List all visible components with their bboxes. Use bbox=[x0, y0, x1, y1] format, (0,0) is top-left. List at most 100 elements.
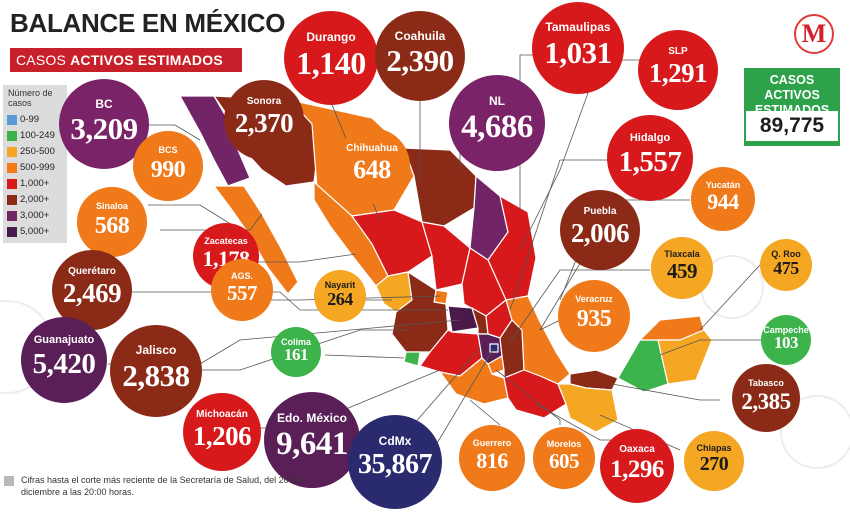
state-value: 35,867 bbox=[358, 449, 433, 480]
state-value: 4,686 bbox=[461, 109, 533, 145]
state-name: Yucatán bbox=[705, 180, 741, 190]
state-bubble: Guanajuato 5,420 bbox=[21, 317, 107, 403]
state-bubble: Chiapas 270 bbox=[684, 431, 744, 491]
state-colima bbox=[403, 351, 421, 367]
legend-label: 500-999 bbox=[20, 162, 55, 173]
state-bubble: Yucatán 944 bbox=[691, 167, 755, 231]
state-bubble: AGS. 557 bbox=[211, 259, 273, 321]
legend-swatch bbox=[7, 115, 17, 125]
state-coahuila bbox=[403, 147, 477, 227]
state-value: 1,557 bbox=[618, 146, 682, 178]
legend-label: 0-99 bbox=[20, 114, 40, 125]
state-bcs bbox=[213, 185, 299, 295]
state-name: Querétaro bbox=[68, 266, 116, 277]
state-value: 161 bbox=[284, 345, 309, 364]
state-name: CdMx bbox=[378, 434, 412, 448]
state-qroo bbox=[657, 329, 713, 385]
state-bubble: Edo. México 9,641 bbox=[264, 392, 360, 488]
state-value: 2,469 bbox=[62, 278, 122, 308]
footnote-text: Cifras hasta el corte más reciente de la… bbox=[21, 475, 302, 497]
page-title: BALANCE EN MÉXICO bbox=[10, 8, 285, 39]
state-value: 648 bbox=[353, 155, 391, 184]
state-name: Puebla bbox=[583, 206, 617, 217]
state-name: Sonora bbox=[246, 96, 282, 107]
state-name: Tabasco bbox=[748, 378, 784, 388]
state-bubble: Oaxaca 1,296 bbox=[600, 429, 674, 503]
state-bubble: BC 3,209 bbox=[59, 79, 149, 169]
state-value: 557 bbox=[227, 281, 258, 305]
state-value: 2,385 bbox=[741, 389, 791, 414]
state-value: 568 bbox=[94, 213, 130, 239]
state-value: 270 bbox=[699, 453, 729, 475]
legend-swatch bbox=[7, 227, 17, 237]
state-value: 990 bbox=[150, 157, 186, 183]
state-name: Nayarit bbox=[324, 280, 356, 290]
state-bubble: Chihuahua 648 bbox=[334, 128, 410, 204]
state-bubble: Morelos 605 bbox=[533, 427, 595, 489]
state-bubble: Durango 1,140 bbox=[284, 11, 378, 105]
legend-label: 100-249 bbox=[20, 130, 55, 141]
legend-swatch bbox=[7, 131, 17, 141]
legend-item: 500-999 bbox=[3, 161, 67, 175]
state-bubble: Nayarit 264 bbox=[314, 270, 366, 322]
state-chiapas bbox=[557, 383, 619, 433]
legend-swatch bbox=[7, 147, 17, 157]
legend-swatch bbox=[7, 195, 17, 205]
state-bubble: CdMx 35,867 bbox=[348, 415, 442, 509]
state-bc bbox=[179, 95, 251, 187]
state-value: 9,641 bbox=[276, 426, 348, 462]
state-bubble: Guerrero 816 bbox=[459, 425, 525, 491]
state-value: 816 bbox=[476, 448, 508, 473]
state-name: Chiapas bbox=[696, 443, 732, 453]
state-value: 475 bbox=[773, 258, 799, 278]
state-jalisco bbox=[391, 271, 449, 353]
state-name: NL bbox=[489, 94, 505, 108]
state-name: Q. Roo bbox=[771, 249, 801, 259]
legend-swatch bbox=[7, 179, 17, 189]
legend-item: 0-99 bbox=[3, 113, 67, 127]
state-durango bbox=[351, 209, 433, 277]
state-name: Morelos bbox=[546, 439, 582, 449]
state-value: 3,209 bbox=[70, 111, 138, 146]
total-label-line1: CASOS ACTIVOS bbox=[764, 73, 820, 102]
state-value: 2,838 bbox=[122, 358, 190, 393]
state-bubble: Colima 161 bbox=[271, 327, 321, 377]
state-value: 264 bbox=[327, 289, 353, 309]
legend-item: 100-249 bbox=[3, 129, 67, 143]
state-value: 1,291 bbox=[648, 58, 708, 88]
state-bubble: Querétaro 2,469 bbox=[52, 250, 132, 330]
legend-label: 3,000+ bbox=[20, 210, 50, 221]
state-name: Tlaxcala bbox=[664, 249, 700, 259]
legend-label: 2,000+ bbox=[20, 194, 50, 205]
legend-swatch bbox=[7, 211, 17, 221]
state-name: Edo. México bbox=[276, 411, 347, 425]
state-name: Sinaloa bbox=[95, 201, 128, 211]
state-name: Chihuahua bbox=[346, 143, 398, 154]
state-value: 1,140 bbox=[296, 45, 366, 81]
total-box: CASOS ACTIVOS ESTIMADOS 89,775 bbox=[744, 68, 840, 146]
state-bubble: Jalisco 2,838 bbox=[110, 325, 202, 417]
state-bubble: Veracruz 935 bbox=[558, 280, 630, 352]
state-name: Campeche bbox=[763, 325, 809, 335]
title-text: BALANCE EN bbox=[10, 8, 185, 38]
footnote-marker bbox=[4, 476, 14, 486]
state-value: 935 bbox=[576, 306, 612, 332]
legend-item: 250-500 bbox=[3, 145, 67, 159]
legend-label: 5,000+ bbox=[20, 226, 50, 237]
subtitle-text: CASOS bbox=[16, 52, 71, 68]
legend-item: 5,000+ bbox=[3, 225, 67, 239]
state-value: 103 bbox=[774, 333, 799, 352]
state-bubble: Michoacán 1,206 bbox=[183, 393, 261, 471]
state-value: 1,296 bbox=[610, 456, 664, 483]
state-value: 2,006 bbox=[570, 218, 630, 248]
state-value: 1,206 bbox=[192, 421, 252, 451]
state-bubble: Sinaloa 568 bbox=[77, 187, 147, 257]
state-value: 2,390 bbox=[386, 43, 454, 78]
state-name: Colima bbox=[280, 337, 311, 347]
state-name: Veracruz bbox=[575, 294, 613, 304]
state-bubble: SLP 1,291 bbox=[638, 30, 718, 110]
state-bubble: NL 4,686 bbox=[449, 75, 545, 171]
state-bubble: Sonora 2,370 bbox=[224, 80, 304, 160]
state-value: 1,031 bbox=[544, 35, 612, 70]
state-bubble: Tabasco 2,385 bbox=[732, 364, 800, 432]
